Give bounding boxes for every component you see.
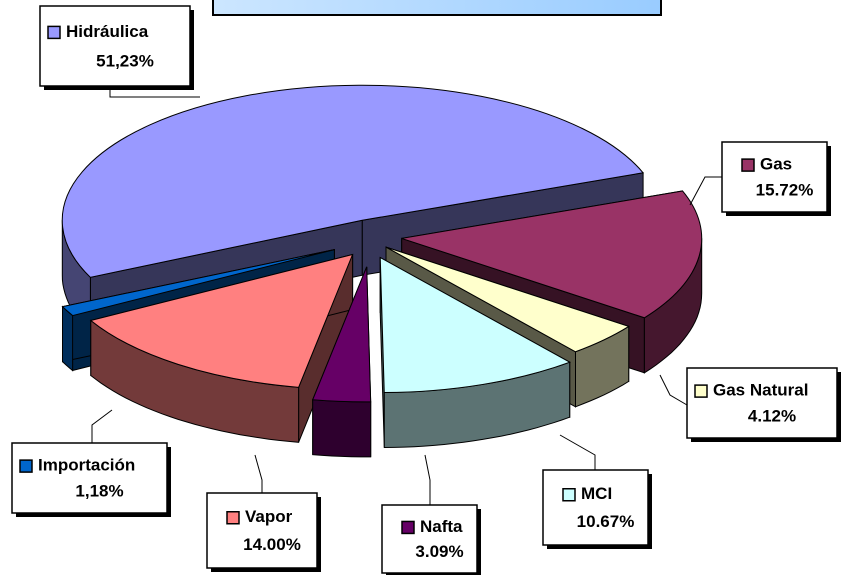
label-value: 10.67%: [577, 512, 635, 531]
label-name: Nafta: [420, 517, 463, 536]
title-box: [212, 0, 662, 16]
labels: Hidráulica 51,23% Gas 15.72% Gas Natural 4.12…: [11, 5, 841, 575]
label-box: [721, 141, 828, 213]
slice: [385, 246, 630, 353]
label-value: 4.12%: [748, 406, 796, 425]
label-name: Gas Natural: [713, 381, 808, 400]
leader-line: [424, 454, 431, 505]
label-name: Importación: [38, 456, 135, 475]
label-name: Hidráulica: [66, 22, 149, 41]
slice: [61, 84, 645, 278]
leader-line: [689, 176, 722, 206]
legend-swatch: [226, 511, 240, 525]
legend-swatch: [694, 384, 708, 398]
leader-line: [559, 434, 596, 470]
label-name: Vapor: [245, 507, 293, 526]
label-box: [686, 367, 838, 439]
label-value: 51,23%: [96, 51, 154, 70]
pie: [61, 84, 703, 458]
leader-line: [659, 374, 688, 406]
label-box: [206, 492, 318, 569]
label-name: MCI: [581, 484, 612, 503]
slice-wall: [62, 305, 74, 372]
slice: [401, 190, 703, 319]
slice-wall: [312, 399, 372, 458]
label-box: [381, 504, 478, 574]
legend-swatch: [19, 459, 33, 473]
leader-line: [91, 409, 113, 443]
leader-line: [254, 454, 263, 493]
label-box: [11, 442, 168, 514]
label-value: 14.00%: [243, 535, 301, 554]
label-value: 1,18%: [75, 481, 123, 500]
slice: [311, 266, 372, 403]
slice: [61, 249, 335, 317]
legend-swatch: [401, 520, 415, 535]
legend-swatch: [562, 488, 576, 502]
label-name: Gas: [760, 155, 792, 174]
label-value: 15.72%: [756, 180, 814, 199]
slice: [89, 253, 354, 388]
label-value: 3.09%: [415, 542, 463, 561]
legend-swatch: [47, 25, 61, 40]
legend-swatch: [741, 158, 755, 172]
label-box: [39, 5, 191, 87]
slice: [379, 256, 571, 394]
label-box: [542, 469, 649, 546]
